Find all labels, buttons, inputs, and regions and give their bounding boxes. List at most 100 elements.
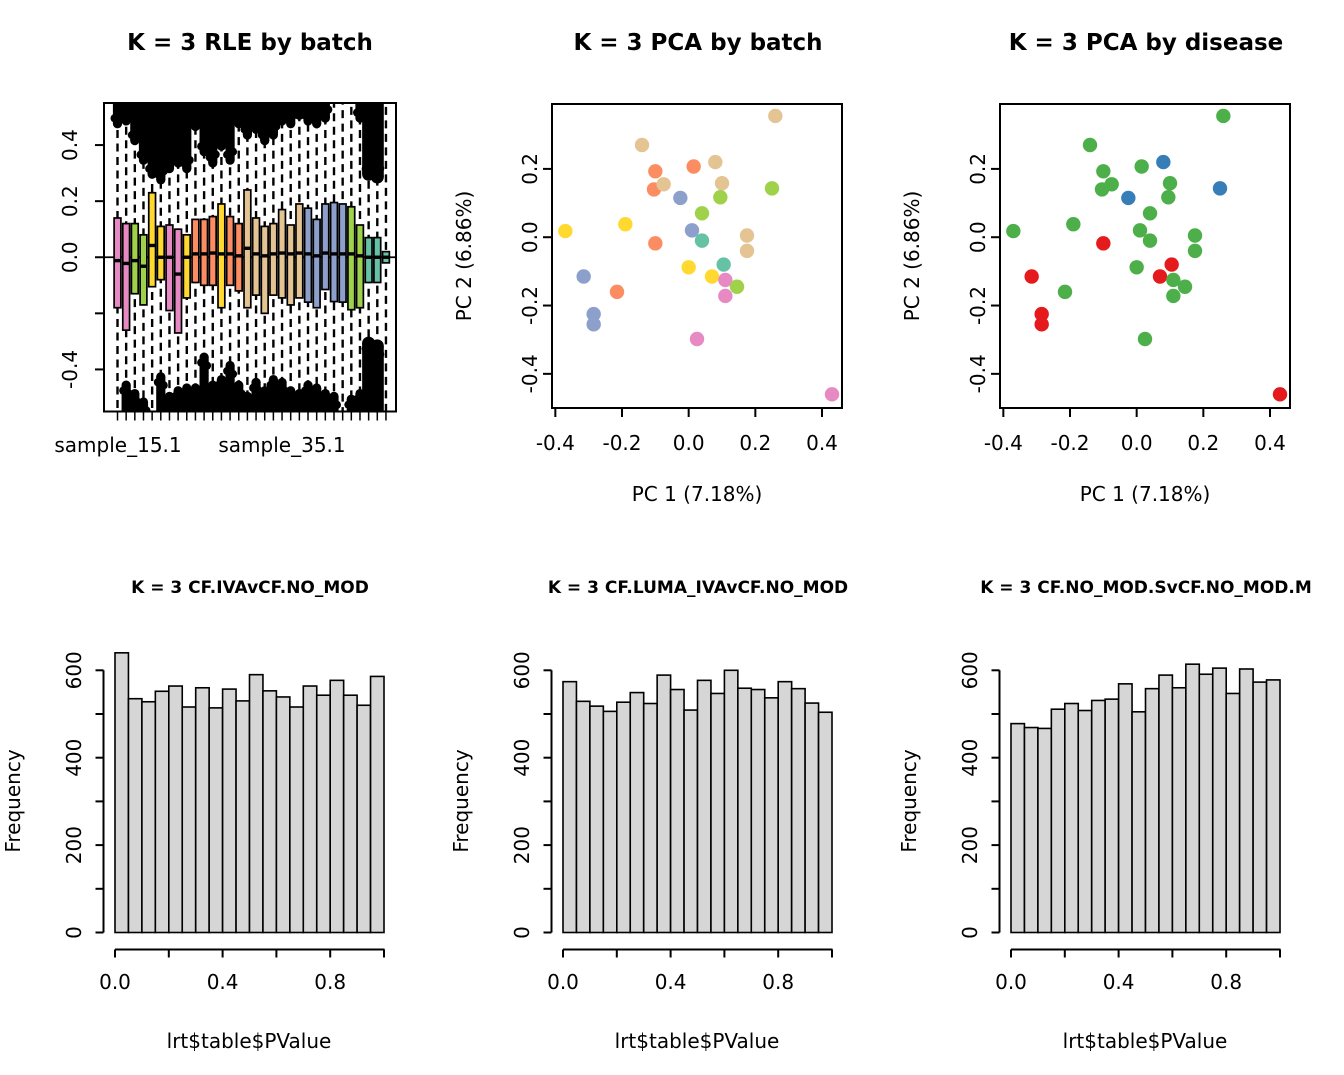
hist-bar — [114, 652, 130, 934]
tick-label: 600 — [958, 651, 982, 689]
hist-bar — [1010, 722, 1026, 934]
data-point — [824, 387, 840, 402]
rle-box — [286, 224, 295, 306]
data-point — [1156, 154, 1171, 170]
x-axis-label: lrt$table$PValue — [166, 1029, 332, 1053]
data-point — [1216, 108, 1231, 124]
data-point — [673, 190, 688, 206]
data-point — [718, 288, 733, 304]
x-axis-label: PC 1 (7.18%) — [631, 482, 763, 506]
hist-bar — [1185, 663, 1201, 934]
panel-title: K = 3 CF.IVAvCF.NO_MOD — [131, 578, 369, 598]
tick-label: 200 — [958, 826, 982, 864]
data-point — [768, 108, 783, 124]
data-point — [648, 236, 663, 251]
hist-bar — [790, 687, 806, 934]
data-point — [1034, 317, 1049, 332]
hist-bar — [1198, 673, 1214, 934]
data-point — [1057, 284, 1073, 300]
hist-bar — [562, 680, 578, 934]
data-point — [1152, 269, 1168, 284]
hist-bar — [737, 687, 753, 934]
hist-bar — [656, 674, 672, 934]
data-point — [708, 154, 723, 170]
tick-label: 600 — [510, 651, 534, 689]
hist-bar — [248, 673, 264, 934]
rle-box — [147, 191, 157, 288]
y-axis-label: Frequency — [897, 749, 921, 853]
hist-bar — [1050, 708, 1066, 934]
tick-label: -0.4 — [966, 354, 990, 393]
data-point — [1177, 279, 1193, 294]
tick-label: 0.0 — [518, 221, 542, 253]
data-point — [1082, 137, 1098, 153]
y-axis-label: Frequency — [1, 749, 25, 853]
hist-bar — [1023, 726, 1039, 934]
tick-label: 0 — [958, 926, 982, 939]
rle-box — [251, 217, 261, 296]
hist-bar — [194, 686, 210, 934]
data-point — [1142, 206, 1158, 221]
hist-bar — [342, 694, 358, 934]
tick-label: 400 — [958, 739, 982, 777]
tick-label: 0.8 — [762, 970, 794, 994]
hist-bar — [1238, 668, 1254, 934]
hist-bar — [289, 706, 305, 934]
hist-bar — [329, 679, 345, 934]
data-point — [716, 257, 731, 272]
hist-bar — [710, 692, 726, 934]
hist-bar — [616, 701, 632, 934]
rle-box — [347, 205, 356, 311]
hist-bar — [1225, 692, 1241, 934]
tick-label: -0.4 — [58, 350, 82, 389]
x-axis-label: lrt$table$PValue — [1062, 1029, 1228, 1053]
x-tick-label-sample: sample_15.1 — [54, 433, 182, 457]
hist-bar — [817, 711, 833, 934]
data-point — [618, 217, 633, 232]
hist-bar — [1077, 709, 1093, 934]
hist-bar — [723, 669, 739, 934]
rle-box — [364, 236, 373, 284]
hist-bar — [1117, 683, 1133, 934]
tick-label: 0.4 — [207, 970, 239, 994]
rle-box — [269, 222, 278, 296]
tick-label: 0.4 — [58, 129, 82, 161]
tick-label: 600 — [62, 651, 86, 689]
rle-box — [355, 224, 365, 309]
rle-box — [321, 203, 330, 291]
panel-pca-by-disease: -0.4 -0.2 0.0 0.2 0.4 0.2 0.0 -0.2 -0.4 K = 3 PC… — [896, 0, 1344, 537]
data-point — [586, 317, 601, 332]
pvalue-histogram: 0 200 400 600 0.0 0.4 0.8 — [510, 651, 833, 994]
tick-label: 200 — [62, 826, 86, 864]
hist-bar — [1171, 686, 1187, 934]
data-point — [1034, 306, 1049, 322]
hist-bar — [1252, 681, 1268, 934]
panel-title: K = 3 PCA by batch — [573, 30, 823, 56]
tick-label: 0 — [62, 926, 86, 939]
tick-label: -0.2 — [602, 431, 641, 455]
hist-bar — [1265, 679, 1281, 934]
hist-bar — [750, 688, 766, 934]
data-point — [1104, 177, 1119, 192]
rle-box — [156, 225, 166, 281]
panel-title: K = 3 CF.NO_MOD.SvCF.NO_MOD.M — [980, 578, 1312, 598]
tick-label: 0.0 — [58, 241, 82, 273]
data-point — [1121, 190, 1136, 206]
data-point — [586, 306, 601, 322]
data-point — [718, 272, 733, 288]
hist-bar — [275, 696, 291, 934]
data-point — [1096, 236, 1111, 251]
data-point — [739, 243, 755, 259]
hist-bar — [1211, 667, 1227, 934]
hist-bar — [168, 685, 184, 934]
data-point — [1096, 164, 1111, 179]
hist-bar — [602, 710, 618, 934]
tick-label: -0.4 — [984, 431, 1023, 455]
tick-label: 0.4 — [1254, 431, 1286, 455]
data-point — [1066, 217, 1081, 232]
pvalue-histogram: 0 200 400 600 0.0 0.4 0.8 — [62, 651, 385, 994]
data-point — [694, 206, 710, 221]
tick-label: -0.2 — [966, 286, 990, 325]
data-point — [656, 177, 671, 192]
y-axis-label: Frequency — [449, 749, 473, 853]
